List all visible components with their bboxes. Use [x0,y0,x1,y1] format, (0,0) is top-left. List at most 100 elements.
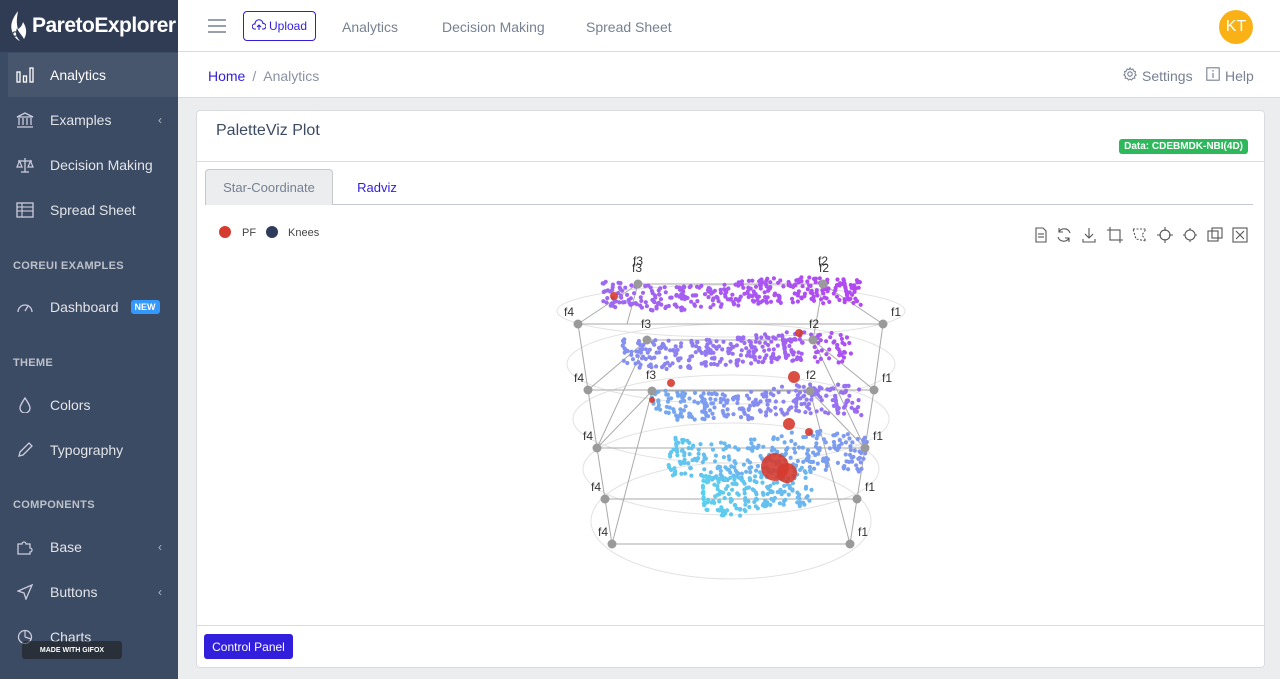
pf-point [711,343,716,348]
export-icon[interactable] [1035,227,1047,243]
pf-point [823,410,828,415]
pf-point [781,502,786,507]
breadcrumb-home[interactable]: Home [208,68,246,84]
pf-point [736,492,741,497]
pf-point [673,470,678,475]
pf-point [706,497,711,502]
pf-point [609,301,614,307]
pf-point [758,278,763,283]
avatar[interactable]: KT [1219,10,1253,44]
pf-point [656,403,661,408]
pf-point [842,384,847,389]
pf-point [836,382,841,387]
pf-point [708,340,713,345]
header-nav-analytics[interactable]: Analytics [342,19,399,35]
pf-point [751,354,756,359]
pf-point [656,300,661,305]
pf-point [700,395,705,400]
sidebar-item-dashboard[interactable]: Dashboard NEW [0,285,178,329]
sidebar-item-colors[interactable]: Colors [0,383,178,427]
pf-point [797,500,802,506]
sidebar-item-typography[interactable]: Typography [0,428,178,472]
pf-point [735,363,740,368]
pf-point [803,475,808,480]
sidebar-item-examples[interactable]: Examples ‹ [0,98,178,142]
pf-point [726,346,731,351]
pf-point [600,281,605,286]
pf-point [710,411,715,416]
sidebar-item-label: Colors [50,397,91,413]
pf-point [616,280,621,285]
pf-point [798,396,803,401]
pf-point [752,499,757,505]
pf-point [796,384,801,389]
pf-point [824,339,829,344]
pf-point [710,401,716,406]
anchor-point [808,335,818,345]
pf-point [663,388,668,393]
pf-point [694,344,699,349]
pf-point [832,443,837,448]
pf-point [748,403,753,408]
pf-point [819,398,824,403]
pf-point [753,474,758,479]
pf-point [819,297,824,302]
pf-point [689,340,694,345]
sidebar-item-spread-sheet[interactable]: Spread Sheet [0,188,178,232]
pf-point [682,460,687,466]
pf-point [750,448,755,453]
sidebar-item-buttons[interactable]: Buttons ‹ [0,570,178,614]
upload-button[interactable]: Upload [243,11,316,41]
zoom-out-icon[interactable] [1183,228,1197,242]
pf-point [636,341,641,346]
brand[interactable]: ParetoExplorer [0,0,178,52]
tab-radviz[interactable]: Radviz [357,179,397,195]
lasso-icon[interactable] [1132,228,1148,242]
pf-point [818,338,823,343]
pf-point [782,483,787,488]
header-nav-spread-sheet[interactable]: Spread Sheet [586,19,672,35]
pf-point [766,342,771,348]
pf-point [845,297,851,302]
knee-point [649,397,655,403]
zoom-icon[interactable] [1107,227,1123,243]
pf-point [847,436,852,441]
pf-point [638,295,643,300]
pf-point [795,393,800,398]
pf-point [815,429,820,434]
tab-star-coordinate[interactable]: Star-Coordinate [205,169,333,205]
pf-point [775,490,780,495]
sidebar-item-analytics[interactable]: Analytics [8,53,178,97]
reset-icon[interactable] [1232,227,1248,243]
sidebar-item-base[interactable]: Base ‹ [0,525,178,569]
menu-icon[interactable] [208,19,226,38]
help-link[interactable]: Help [1206,67,1254,84]
download-icon[interactable] [1082,228,1096,243]
plot-legend[interactable]: PF Knees [219,226,320,239]
pf-point [724,400,730,405]
pf-point [748,470,753,475]
control-panel-button[interactable]: Control Panel [204,634,293,659]
sidebar-item-decision-making[interactable]: Decision Making [0,143,178,187]
pf-point [647,355,652,360]
refresh-icon[interactable] [1057,228,1071,242]
nav-title-theme: THEME [13,357,53,369]
pf-point [754,468,759,473]
pf-point [790,481,796,486]
settings-link[interactable]: Settings [1123,66,1193,84]
pf-point [617,285,622,290]
pf-point [847,393,852,398]
pf-point [861,439,866,444]
zoom-in-icon[interactable] [1157,227,1173,243]
pf-point [675,453,680,458]
pf-point [738,513,743,518]
pf-point [761,444,766,449]
autoscale-icon[interactable] [1207,227,1223,242]
pf-point [695,400,701,405]
pf-point [861,456,866,461]
nav-title-components: COMPONENTS [13,499,95,511]
pf-point [777,298,782,303]
header-nav-decision-making[interactable]: Decision Making [442,19,545,35]
pf-point [756,359,761,364]
